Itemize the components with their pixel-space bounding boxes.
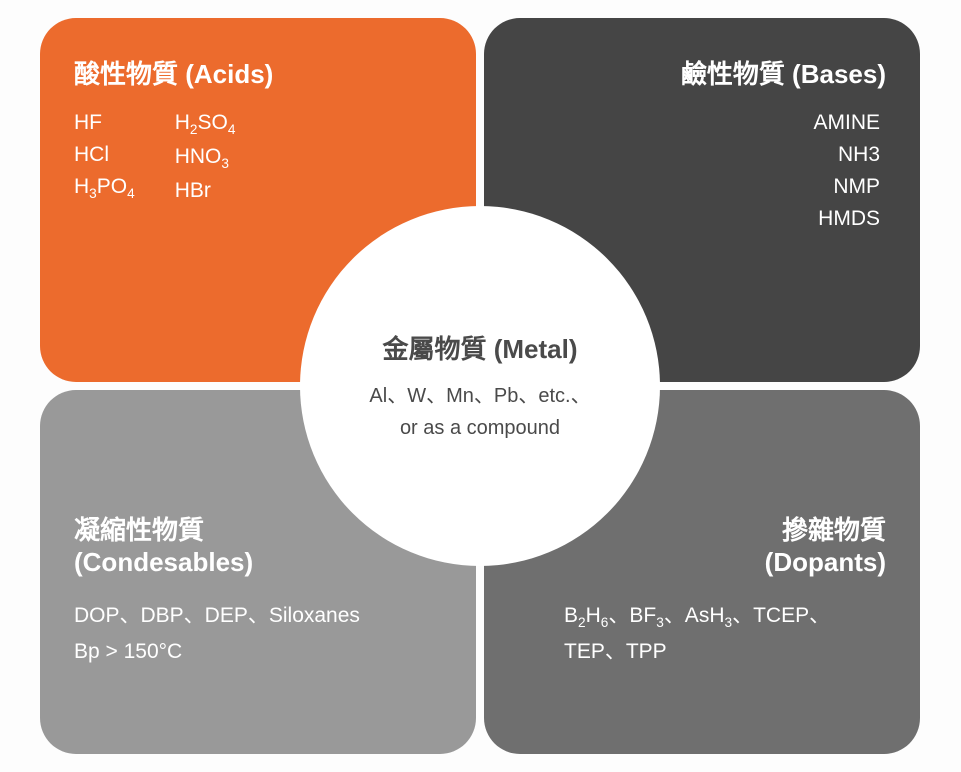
panel-condensables-items: DOP、DBP、DEP、Siloxanes Bp > 150°C bbox=[74, 598, 442, 669]
base-item: NH3 bbox=[838, 143, 880, 167]
acid-item: HNO3 bbox=[175, 145, 236, 171]
acid-item: HBr bbox=[175, 179, 236, 203]
base-item: AMINE bbox=[813, 111, 880, 135]
base-item: NMP bbox=[833, 175, 880, 199]
center-title: 金屬物質 (Metal) bbox=[382, 329, 577, 366]
center-body: Al、W、Mn、Pb、etc.、 or as a compound bbox=[369, 380, 590, 444]
acid-item: H3PO4 bbox=[74, 175, 135, 201]
panel-dopants-items: B2H6、BF3、AsH3、TCEP、 TEP、TPP bbox=[518, 598, 886, 670]
acid-item: H2SO4 bbox=[175, 111, 236, 137]
dopants-line: B2H6、BF3、AsH3、TCEP、 bbox=[564, 598, 886, 634]
acids-col1: HF HCl H3PO4 bbox=[74, 111, 135, 203]
center-metal-circle: 金屬物質 (Metal) Al、W、Mn、Pb、etc.、 or as a co… bbox=[300, 206, 660, 566]
panel-bases-items: AMINE NH3 NMP HMDS bbox=[518, 111, 886, 231]
acids-col2: H2SO4 HNO3 HBr bbox=[175, 111, 236, 203]
acid-item: HCl bbox=[74, 143, 135, 167]
panel-bases-title: 鹼性物質 (Bases) bbox=[518, 54, 886, 91]
condensables-line: Bp > 150°C bbox=[74, 634, 442, 670]
dopants-line: TEP、TPP bbox=[564, 634, 886, 670]
acid-item: HF bbox=[74, 111, 135, 135]
panel-acids-title: 酸性物質 (Acids) bbox=[74, 54, 442, 91]
panel-acids-items: HF HCl H3PO4 H2SO4 HNO3 HBr bbox=[74, 111, 442, 203]
condensables-line: DOP、DBP、DEP、Siloxanes bbox=[74, 598, 442, 634]
base-item: HMDS bbox=[818, 207, 880, 231]
